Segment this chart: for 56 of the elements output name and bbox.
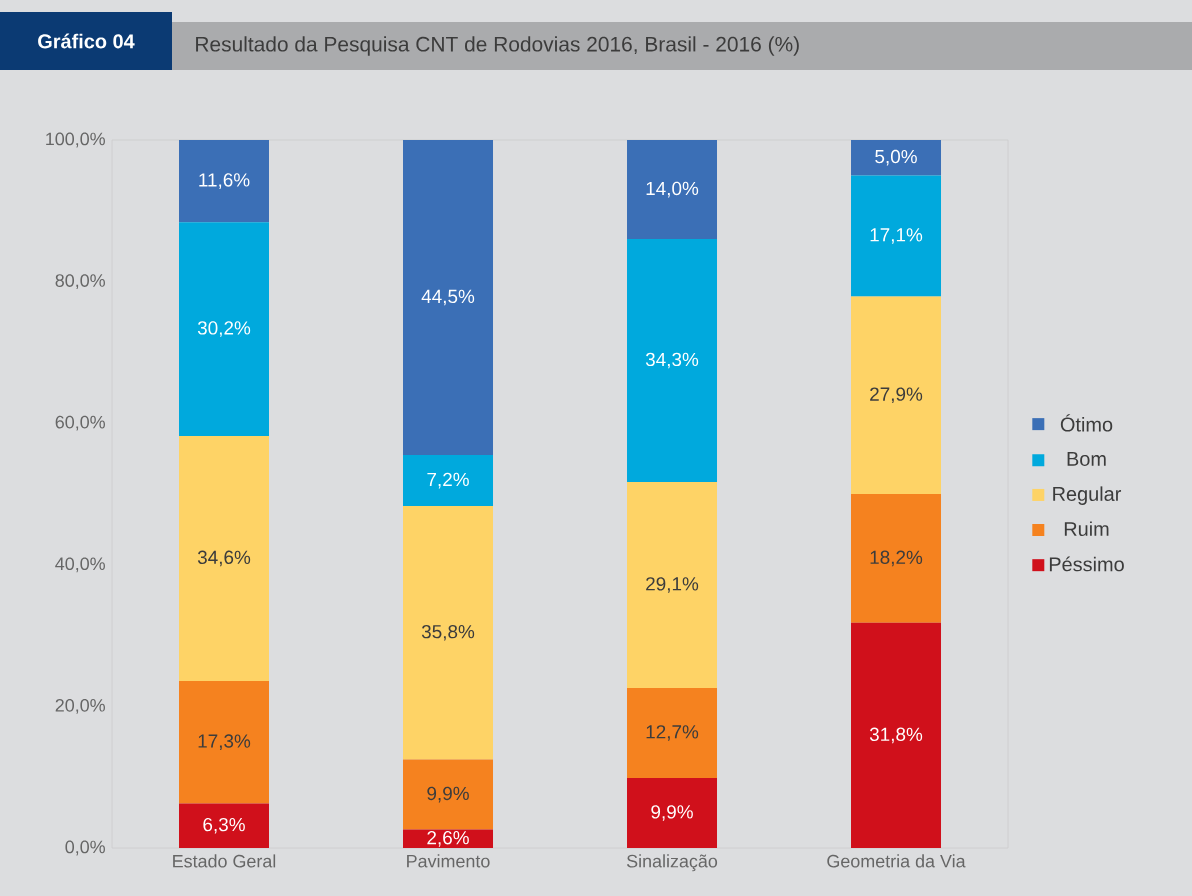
legend-label: Bom [1067, 452, 1106, 466]
bar [627, 687, 718, 778]
bar [179, 139, 269, 223]
data-label: 17,1% [870, 228, 923, 244]
bar [851, 296, 942, 494]
data-label: 31,8% [869, 727, 923, 744]
data-label: 12,7% [646, 725, 699, 741]
data-label: 7,2% [427, 472, 469, 489]
y-tick-label: 60,0% [55, 415, 105, 431]
bar [627, 139, 718, 240]
chart-title: Resultado da Pesquisa CNT de Rodovias 2016, Brasil - 2016 (%) [196, 36, 799, 56]
data-label: 35,8% [421, 624, 475, 641]
bar [403, 759, 494, 830]
data-label: 34,3% [645, 352, 699, 369]
bar [627, 481, 718, 688]
x-tick-label: Geometria da Via [827, 854, 966, 868]
data-label: 6,3% [203, 817, 245, 834]
bar [403, 455, 494, 507]
bar [851, 139, 942, 176]
bar [851, 622, 942, 848]
y-tick-label: 80,0% [55, 274, 105, 289]
data-label: 9,9% [427, 786, 469, 803]
bar [627, 239, 718, 482]
data-label: 44,5% [421, 289, 475, 306]
data-label: 14,0% [646, 181, 699, 198]
bar [403, 139, 494, 456]
bar [179, 803, 269, 848]
data-label: 27,9% [870, 387, 923, 404]
text: Gráfico 04 [38, 33, 135, 49]
legend-label: Ruim [1064, 521, 1109, 537]
x-tick-label: Estado Geral [173, 854, 276, 868]
bar [403, 506, 494, 760]
bar [179, 435, 269, 681]
x-tick-label: Pavimento [407, 854, 490, 868]
data-label: 2,6% [427, 830, 469, 847]
y-tick-label: 0,0% [65, 840, 105, 856]
data-label: 30,2% [197, 321, 251, 337]
legend-label: Péssimo [1049, 556, 1124, 572]
legend-label: Ótimo [1060, 414, 1113, 432]
bar [851, 494, 942, 623]
bar [179, 222, 269, 436]
legend-label: Regular [1053, 486, 1122, 505]
y-tick-label: 20,0% [55, 698, 105, 714]
data-label: 18,2% [870, 550, 923, 567]
bar [179, 680, 269, 804]
bar [627, 777, 718, 848]
data-label: 29,1% [646, 577, 699, 593]
data-label: 34,6% [197, 550, 251, 567]
data-label: 5,0% [875, 149, 917, 166]
data-label: 17,3% [198, 734, 251, 750]
y-tick-label: 40,0% [55, 557, 105, 573]
bar [851, 175, 942, 297]
data-label: 11,6% [199, 173, 250, 189]
data-label: 9,9% [651, 805, 693, 821]
y-tick-label: 100,0% [46, 132, 105, 148]
x-tick-label: Sinalização [626, 854, 718, 872]
